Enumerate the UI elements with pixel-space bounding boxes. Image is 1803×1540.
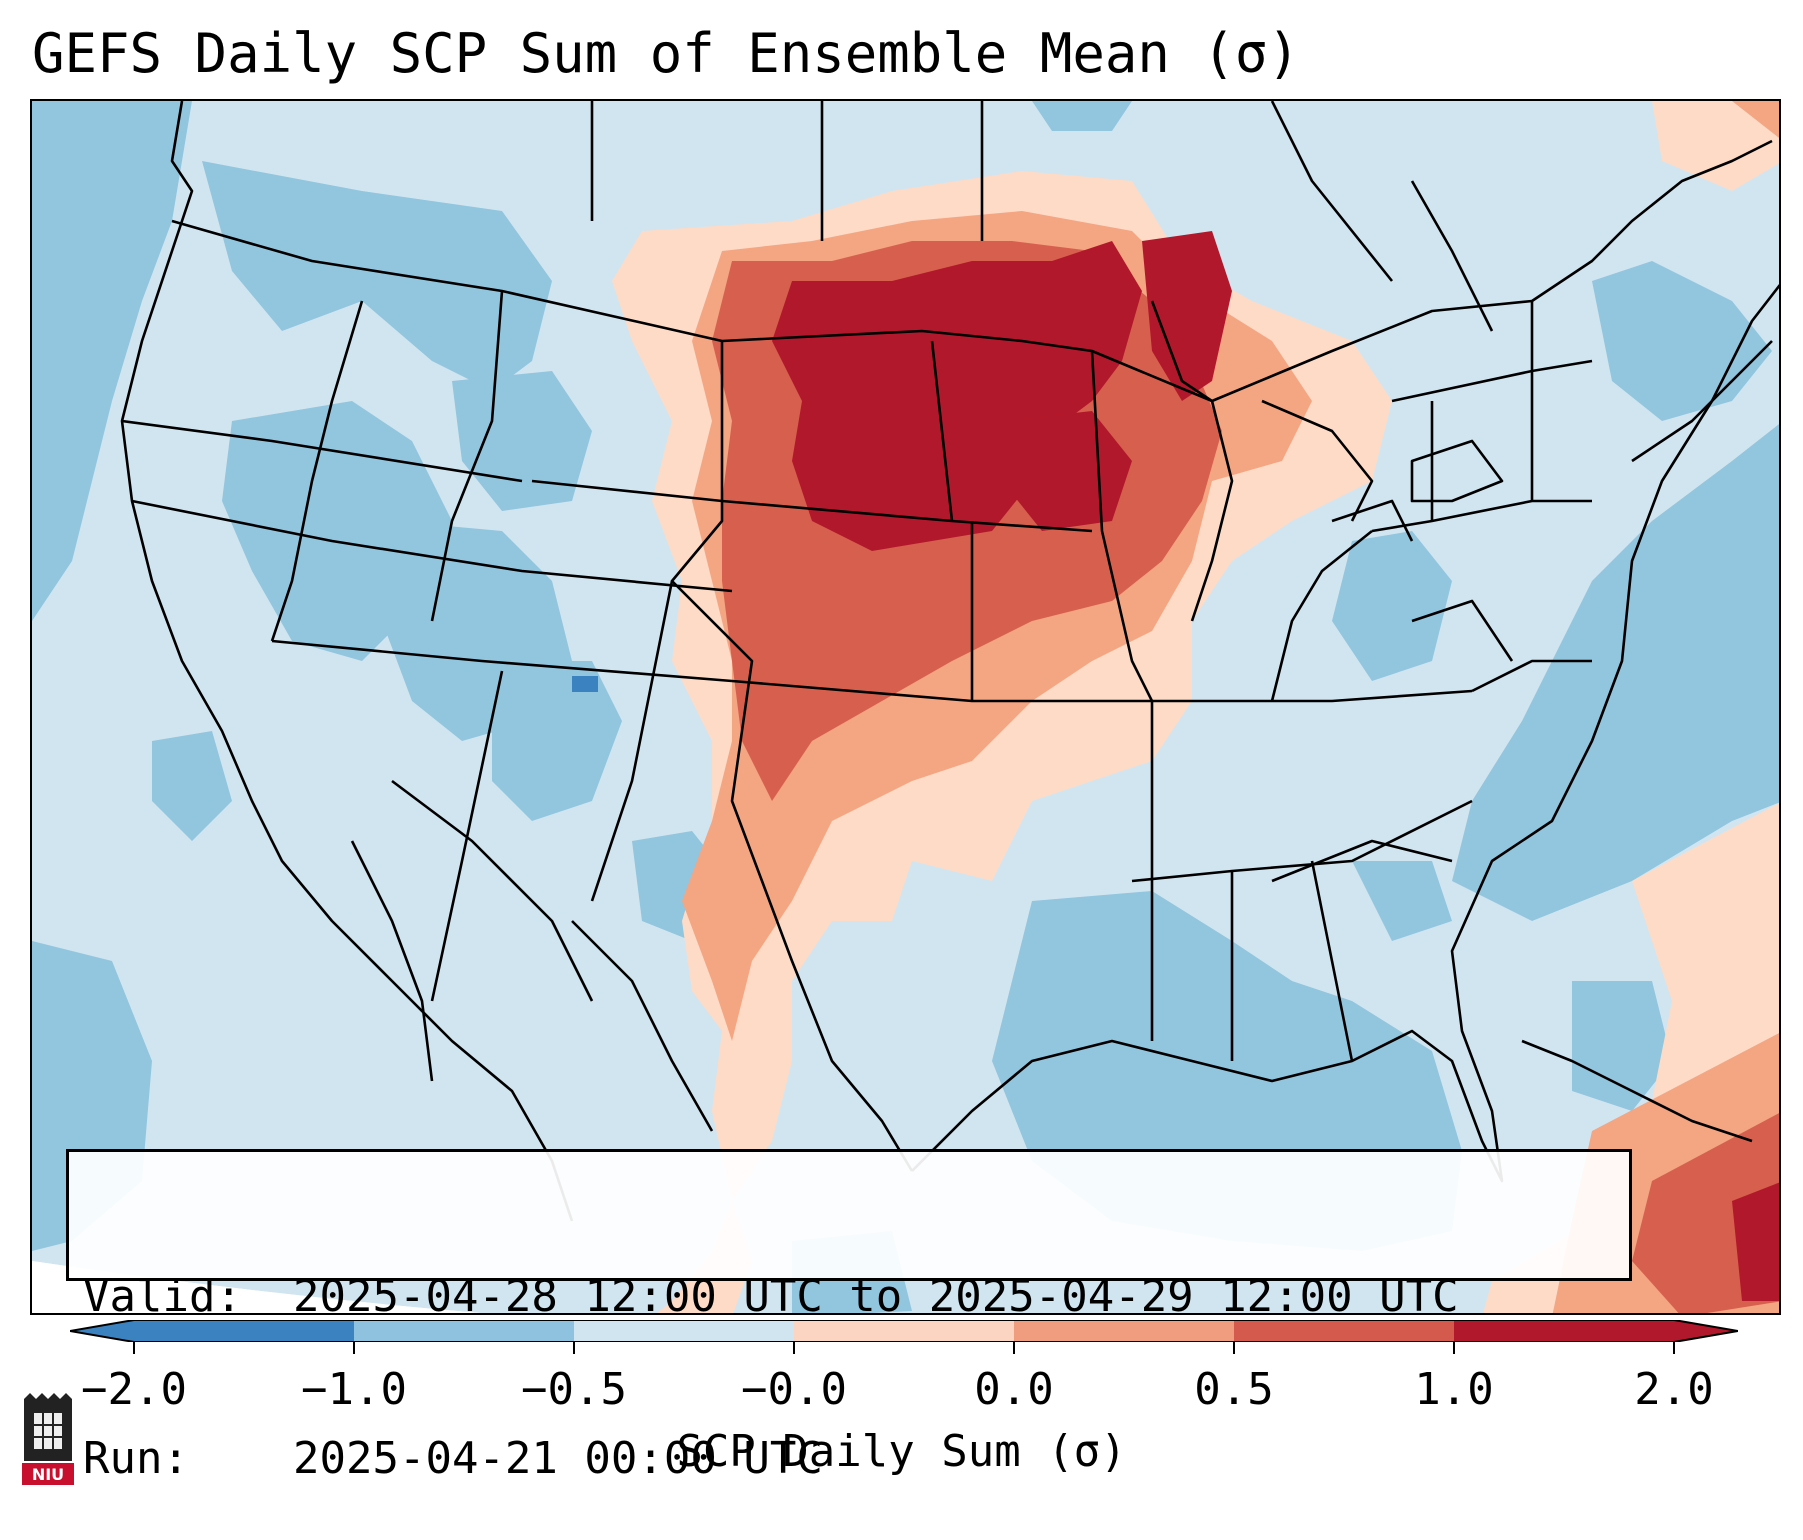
colorbar-extend-low xyxy=(70,1320,134,1342)
valid-value: 2025-04-28 12:00 UTC to 2025-04-29 12:00… xyxy=(293,1271,1459,1322)
scp-map xyxy=(30,99,1781,1315)
colorbar-tick-label: −1.0 xyxy=(301,1364,407,1415)
colorbar-tick-label: −0.5 xyxy=(521,1364,627,1415)
colorbar-segment xyxy=(1234,1320,1455,1342)
colorbar-segment xyxy=(134,1320,355,1342)
valid-run-box: Valid: 2025-04-28 12:00 UTC to 2025-04-29… xyxy=(66,1149,1632,1484)
colorbar-segment xyxy=(1454,1320,1675,1342)
colorbar-tick-label: 2.0 xyxy=(1634,1364,1714,1415)
colorbar-tick-label: 1.0 xyxy=(1414,1364,1494,1415)
strong-negative-cell xyxy=(572,676,598,692)
colorbar-tick-mark xyxy=(573,1342,575,1354)
niu-logo-icon: NIU xyxy=(22,1393,74,1485)
colorbar-tick-mark xyxy=(793,1342,795,1354)
run-value: 2025-04-21 00:00 UTC xyxy=(293,1433,823,1484)
colorbar-extend-high xyxy=(1674,1320,1738,1342)
valid-row: Valid: 2025-04-28 12:00 UTC to 2025-04-29… xyxy=(83,1270,1615,1324)
colorbar-tick-mark xyxy=(353,1342,355,1354)
colorbar-label: SCP Daily Sum (σ) xyxy=(676,1426,1127,1477)
colorbar-tick-mark xyxy=(133,1342,135,1354)
colorbar-segment xyxy=(794,1320,1015,1342)
colorbar xyxy=(70,1320,1738,1342)
colorbar-segment xyxy=(1014,1320,1235,1342)
scp-field xyxy=(32,101,1779,1313)
map-title: GEFS Daily SCP Sum of Ensemble Mean (σ) xyxy=(32,22,1300,85)
colorbar-tick-label: 0.0 xyxy=(974,1364,1054,1415)
run-label: Run: xyxy=(83,1433,189,1484)
colorbar-tick-mark xyxy=(1013,1342,1015,1354)
boundary-lines xyxy=(120,101,1779,1222)
valid-label: Valid: xyxy=(83,1271,242,1322)
colorbar-tick-label: −2.0 xyxy=(81,1364,187,1415)
colorbar-tick-mark xyxy=(1453,1342,1455,1354)
colorbar-tick-mark xyxy=(1673,1342,1675,1354)
logo-text: NIU xyxy=(32,1465,64,1484)
colorbar-segment xyxy=(354,1320,575,1342)
run-row: Run: 2025-04-21 00:00 UTC xyxy=(83,1432,1615,1486)
colorbar-segment xyxy=(574,1320,795,1342)
colorbar-tick-label: 0.5 xyxy=(1194,1364,1274,1415)
colorbar-tick-mark xyxy=(1233,1342,1235,1354)
colorbar-tick-label: −0.0 xyxy=(741,1364,847,1415)
